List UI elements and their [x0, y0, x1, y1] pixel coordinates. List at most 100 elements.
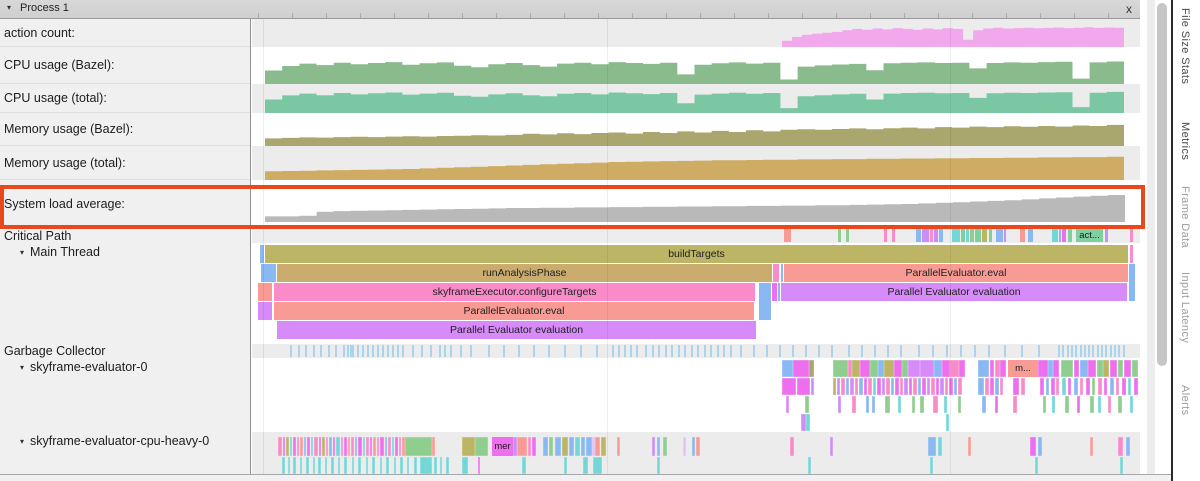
cpu-heavy-slice[interactable]	[1038, 437, 1042, 456]
cpu-heavy-slice[interactable]	[532, 437, 536, 456]
cpu-heavy-slice[interactable]	[290, 437, 292, 456]
cpu-heavy-slice[interactable]	[293, 437, 296, 456]
cpu-heavy-slice[interactable]	[617, 437, 620, 456]
skyframe0-slice[interactable]	[944, 396, 947, 413]
cpu-heavy-slice[interactable]	[692, 437, 695, 456]
skyframe0-slice[interactable]	[811, 378, 814, 395]
critical-path-slice[interactable]	[922, 229, 929, 242]
skyframe0-slice[interactable]	[806, 414, 810, 431]
gc-tick[interactable]	[624, 345, 626, 357]
skyframe0-slice[interactable]	[1048, 360, 1053, 377]
critical-path-slice[interactable]	[970, 229, 974, 242]
cpu-heavy-slice[interactable]	[338, 457, 340, 474]
skyframe0-slice[interactable]	[900, 378, 903, 395]
cpu-heavy-slice[interactable]	[333, 437, 335, 456]
gc-tick[interactable]	[548, 345, 550, 357]
cpu-heavy-slice[interactable]	[407, 457, 409, 474]
cpu-heavy-slice[interactable]	[388, 437, 391, 456]
slice-parallel-evaluator-evaluation[interactable]: Parallel Evaluator evaluation	[277, 321, 756, 339]
gc-tick[interactable]	[1070, 345, 1073, 357]
gc-tick[interactable]	[397, 345, 399, 357]
cpu-heavy-slice[interactable]	[341, 437, 343, 456]
skyframe0-slice[interactable]	[934, 360, 942, 377]
skyframe0-slice[interactable]	[990, 378, 994, 395]
skyframe0-slice[interactable]	[1052, 396, 1055, 413]
gc-tick[interactable]	[357, 345, 359, 357]
cpu-heavy-slice[interactable]	[1030, 437, 1036, 456]
gc-tick[interactable]	[290, 345, 292, 357]
critical-path-slice[interactable]	[989, 229, 992, 242]
skyframe0-slice[interactable]	[1080, 360, 1088, 377]
gc-tick[interactable]	[387, 345, 389, 357]
cpu-heavy-slice[interactable]	[663, 437, 667, 456]
gc-tick[interactable]	[1113, 345, 1116, 357]
skyframe0-slice[interactable]	[882, 378, 885, 395]
cpu-heavy-slice[interactable]	[372, 457, 375, 474]
skyframe0-slice[interactable]	[995, 360, 1000, 377]
cpu-heavy-slice[interactable]	[432, 437, 435, 456]
cpu-heavy-slice[interactable]	[601, 437, 606, 456]
cpu-heavy-slice[interactable]	[348, 437, 350, 456]
critical-path-slice[interactable]	[934, 229, 938, 242]
skyframe0-slice[interactable]	[918, 378, 921, 395]
skyframe0-slice[interactable]	[1134, 378, 1138, 395]
cpu-heavy-slice[interactable]	[377, 437, 379, 456]
cpu-heavy-slice[interactable]	[575, 437, 580, 456]
cpu-heavy-slice[interactable]	[462, 437, 475, 456]
process-header[interactable]: ▾ Process 1 x	[0, 0, 1140, 19]
gc-tick[interactable]	[392, 345, 394, 357]
tab-alerts[interactable]: Alerts	[1179, 385, 1191, 416]
cpu-heavy-slice[interactable]	[657, 437, 660, 456]
skyframe0-slice[interactable]	[846, 378, 849, 395]
gc-tick[interactable]	[1109, 345, 1112, 357]
gc-tick[interactable]	[1083, 345, 1086, 357]
tab-input-latency[interactable]: Input Latency	[1179, 272, 1191, 344]
gc-tick[interactable]	[671, 345, 673, 357]
gc-tick[interactable]	[564, 345, 566, 357]
collapse-arrow-icon[interactable]: ▾	[7, 3, 12, 12]
skyframe0-slice[interactable]	[913, 378, 917, 395]
cpu-heavy-slice[interactable]	[351, 437, 354, 456]
cpu-heavy-slice[interactable]	[282, 457, 285, 474]
cpu-heavy-slice[interactable]	[366, 457, 368, 474]
cpu-heavy-slice[interactable]	[392, 437, 394, 456]
skyframe0-slice[interactable]	[995, 396, 998, 413]
cpu-heavy-slice[interactable]	[555, 437, 561, 456]
gc-tick[interactable]	[1004, 345, 1006, 357]
gc-tick[interactable]	[533, 345, 535, 357]
cpu-heavy-slice[interactable]	[394, 457, 396, 474]
skyframe0-slice[interactable]	[950, 360, 959, 377]
cpu-heavy-slice[interactable]	[344, 457, 347, 474]
skyframe0-slice[interactable]	[958, 378, 962, 395]
gc-tick[interactable]	[1021, 345, 1023, 357]
skyframe0-slice[interactable]	[1122, 378, 1126, 395]
gc-tick[interactable]	[918, 345, 920, 357]
vertical-scrollbar-track[interactable]	[1147, 0, 1155, 481]
critical-path-slice[interactable]	[952, 229, 960, 242]
skyframe0-slice[interactable]	[1110, 378, 1114, 395]
skyframe0-slice[interactable]	[985, 378, 989, 395]
gc-tick[interactable]	[1079, 345, 1082, 357]
slice[interactable]	[772, 283, 777, 301]
gc-tick[interactable]	[664, 345, 667, 357]
skyframe0-slice[interactable]	[837, 378, 840, 395]
gc-tick[interactable]	[887, 345, 889, 357]
cpu-heavy-slice[interactable]	[462, 457, 468, 474]
cpu-heavy-slice[interactable]	[930, 457, 933, 474]
skyframe0-slice[interactable]	[833, 378, 836, 395]
gc-tick[interactable]	[960, 345, 962, 357]
cpu-heavy-slice[interactable]	[657, 457, 660, 474]
cpu-heavy-slice[interactable]	[543, 437, 548, 456]
cpu-heavy-slice[interactable]	[300, 457, 302, 474]
skyframe0-slice[interactable]	[855, 378, 858, 395]
gc-tick[interactable]	[900, 345, 902, 357]
gc-tick[interactable]	[697, 345, 699, 357]
cpu-heavy-slice[interactable]	[478, 457, 480, 474]
skyframe0-slice[interactable]	[995, 378, 999, 395]
skyframe0-slice[interactable]	[1062, 378, 1066, 395]
gc-tick[interactable]	[342, 345, 345, 357]
skyframe0-slice[interactable]	[793, 360, 809, 377]
cpu-heavy-slice[interactable]	[304, 437, 306, 456]
skyframe0-slice[interactable]	[782, 360, 793, 377]
cpu-heavy-slice[interactable]	[336, 437, 340, 456]
